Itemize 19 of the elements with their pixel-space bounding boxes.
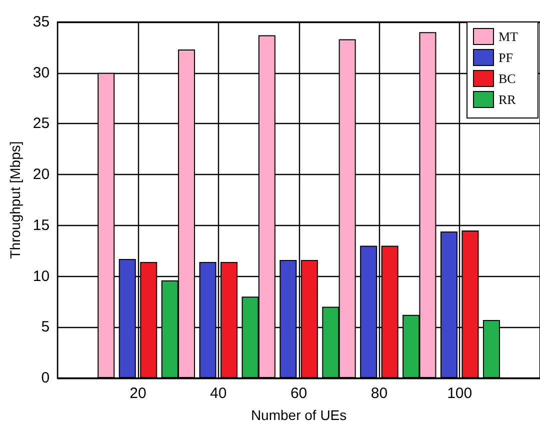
legend-label: PF: [498, 50, 513, 65]
x-tick-label: 20: [130, 385, 146, 402]
y-tick-label: 30: [32, 64, 50, 82]
y-axis-title: Throughput [Mbps]: [7, 141, 23, 259]
y-tick-label: 15: [32, 216, 50, 234]
x-axis-title: Number of UEs: [250, 407, 347, 423]
y-tick-label: 0: [41, 370, 50, 386]
y-tick-label: 5: [41, 318, 50, 336]
x-tick-label: 100: [447, 385, 472, 402]
y-tick-label: 25: [32, 115, 50, 132]
y-tick-label: 35: [32, 14, 50, 30]
x-tick-label: 80: [370, 385, 388, 402]
legend-label: MT: [498, 29, 518, 44]
legend-label: BC: [498, 71, 516, 86]
y-tick-label: 10: [32, 268, 50, 285]
x-tick-label: 40: [210, 385, 227, 402]
x-tick-label: 60: [290, 385, 308, 402]
legend-label: RR: [498, 92, 516, 107]
y-tick-label: 20: [32, 166, 50, 184]
